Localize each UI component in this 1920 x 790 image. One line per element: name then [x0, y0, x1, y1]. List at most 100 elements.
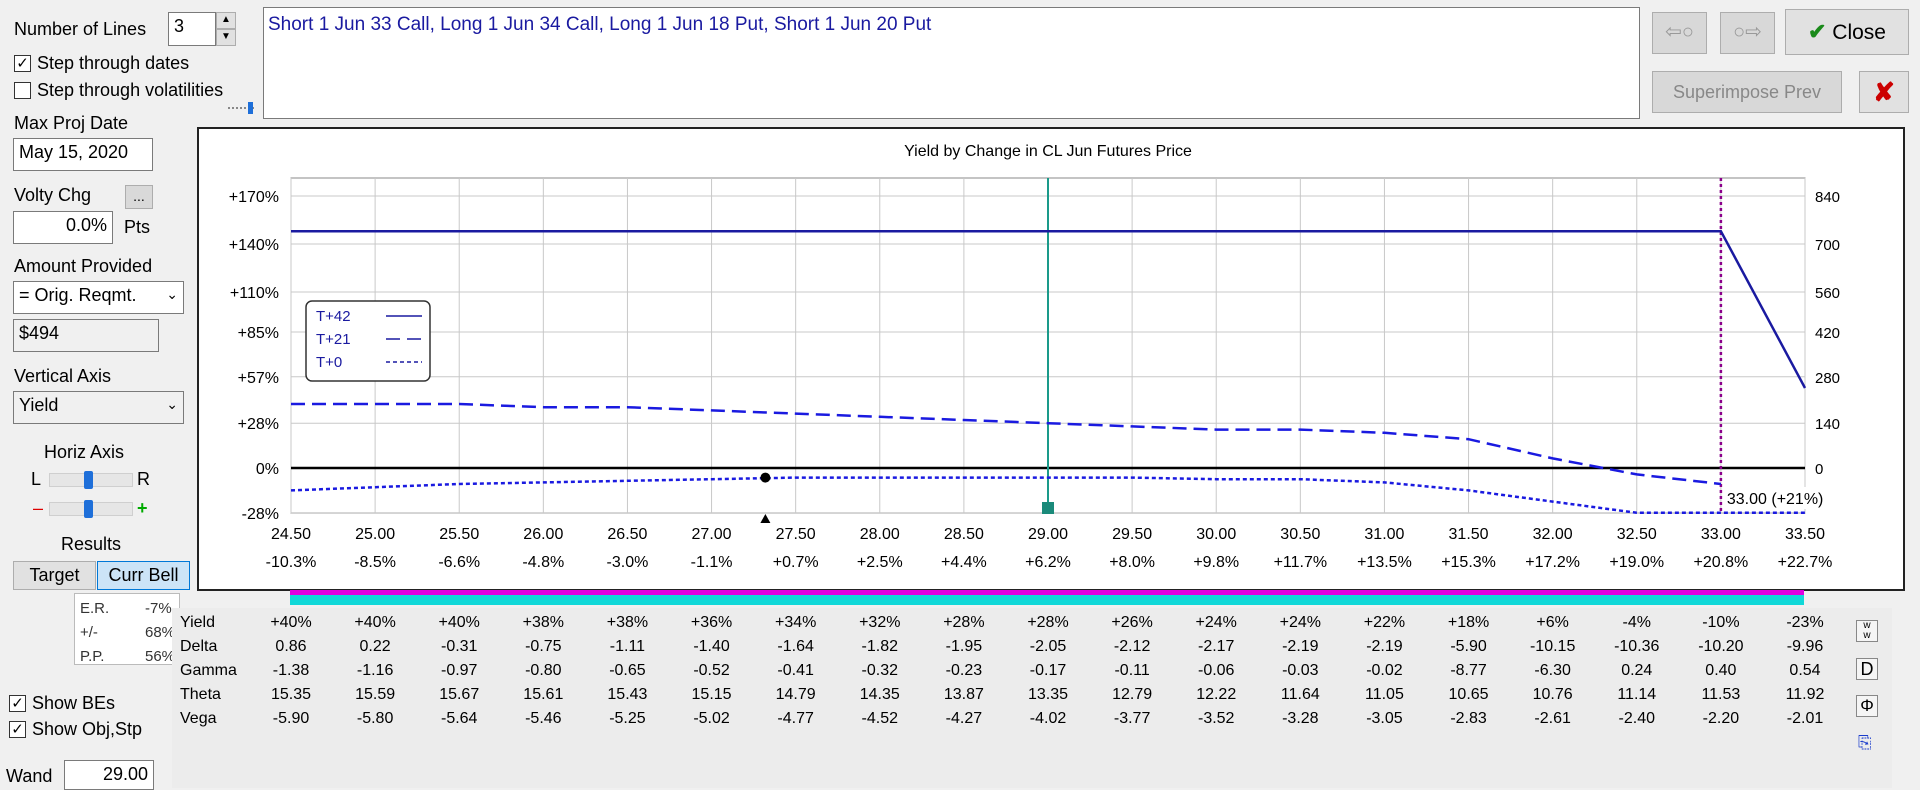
volty-chg-input[interactable]: 0.0% — [13, 211, 113, 244]
step-vols-checkbox[interactable] — [14, 82, 31, 99]
x-tick-label: 28.00 — [860, 526, 900, 543]
close-label: Close — [1832, 21, 1886, 44]
next-arrow-icon[interactable]: ○⇨ — [1720, 12, 1775, 54]
breakeven-marker — [760, 472, 771, 483]
legend-label: T+42 — [316, 308, 351, 325]
show-obj-checkbox[interactable]: ✓ — [9, 721, 26, 738]
x-tick-label: 31.50 — [1449, 526, 1489, 543]
greeks-cell: -2.40 — [1618, 710, 1655, 727]
small-slider-thumb[interactable] — [248, 102, 253, 114]
vertical-axis-select[interactable]: Yield ⌄ — [13, 391, 184, 424]
spin-up-icon[interactable]: ▲ — [216, 12, 236, 29]
wand-input[interactable]: 29.00 — [64, 760, 154, 790]
strategy-description[interactable]: Short 1 Jun 33 Call, Long 1 Jun 34 Call,… — [263, 7, 1640, 119]
x-tick-label: 30.50 — [1280, 526, 1320, 543]
x-pct-label: +20.8% — [1694, 554, 1749, 571]
small-slider[interactable] — [228, 103, 254, 109]
greeks-cell: 10.65 — [1448, 686, 1489, 703]
x-tick-label: 26.00 — [523, 526, 563, 543]
y-tick-label: +140% — [229, 237, 279, 254]
series-line-T42 — [291, 229, 1807, 389]
wand-label: Wand — [6, 766, 53, 786]
greeks-row-label: Vega — [180, 710, 217, 727]
prev-arrow-icon[interactable]: ⇦○ — [1652, 12, 1707, 54]
zoom-minus-icon[interactable]: – — [33, 498, 44, 518]
greeks-cell: -0.97 — [440, 662, 478, 679]
greeks-cell: -10.36 — [1614, 638, 1660, 655]
greeks-cell: -1.95 — [945, 638, 983, 655]
greeks-cell: -1.11 — [609, 638, 646, 655]
greeks-cell: +24% — [1195, 614, 1237, 631]
series-line-T0 — [290, 476, 1805, 515]
greeks-cell: -0.03 — [1282, 662, 1319, 679]
export-icon[interactable]: ⎘ — [1858, 733, 1872, 752]
greeks-cell: 0.86 — [275, 638, 307, 655]
amount-provided-select[interactable]: = Orig. Reqmt. ⌄ — [13, 281, 184, 314]
max-proj-date-input[interactable]: May 15, 2020 — [13, 138, 153, 171]
target-button[interactable]: Target — [13, 561, 96, 590]
spin-down-icon[interactable]: ▼ — [216, 29, 236, 46]
curr-bell-button[interactable]: Curr Bell — [97, 561, 190, 590]
cancel-x-icon[interactable]: ✘ — [1859, 71, 1909, 113]
greeks-cell: 11.92 — [1785, 686, 1825, 703]
x-pct-label: +4.4% — [941, 554, 987, 571]
horiz-axis-slider-thumb[interactable] — [84, 471, 93, 489]
phi-icon[interactable]: Φ — [1856, 695, 1878, 717]
greeks-cell: -2.61 — [1534, 710, 1571, 727]
greeks-cell: +26% — [1111, 614, 1153, 631]
y2-tick-label: 560 — [1815, 285, 1840, 302]
vertical-axis-label: Vertical Axis — [14, 366, 112, 386]
greeks-cell: -1.40 — [693, 638, 730, 655]
greeks-cell: -0.32 — [861, 662, 898, 679]
x-tick-label: 33.50 — [1785, 526, 1825, 543]
chart-panel: Yield by Change in CL Jun Futures Price 2… — [197, 127, 1905, 591]
greeks-cell: -0.02 — [1366, 662, 1403, 679]
greeks-cell: 10.76 — [1532, 686, 1573, 703]
d-icon[interactable]: D — [1856, 658, 1878, 680]
er-label: E.R. — [80, 600, 110, 617]
current-price-marker — [760, 514, 771, 523]
greeks-cell: +6% — [1536, 614, 1569, 631]
close-button[interactable]: ✔ Close — [1785, 9, 1909, 55]
x-pct-label: -8.5% — [354, 554, 396, 571]
x-tick-label: 24.50 — [271, 526, 311, 543]
superimpose-prev-button[interactable]: Superimpose Prev — [1652, 71, 1842, 113]
greeks-cell: -2.12 — [1113, 638, 1151, 655]
volty-options-button[interactable]: ... — [125, 185, 153, 209]
x-pct-label: +0.7% — [773, 554, 819, 571]
er-value: -7% — [145, 600, 172, 617]
y-tick-label: +85% — [238, 325, 279, 342]
greeks-cell: -0.31 — [440, 638, 478, 655]
results-box: E.R. -7% +/- 68% P.P. 56% — [74, 593, 180, 665]
checkmark-icon: ✔ — [1808, 19, 1827, 44]
greeks-cell: -0.23 — [945, 662, 983, 679]
show-bes-checkbox[interactable]: ✓ — [9, 695, 26, 712]
greeks-cell: -5.80 — [356, 710, 394, 727]
greeks-cell: 13.35 — [1027, 686, 1069, 703]
greeks-cell: -8.77 — [1450, 662, 1487, 679]
greeks-cell: -4.77 — [777, 710, 814, 727]
greeks-row-label: Yield — [180, 614, 215, 631]
volty-unit: Pts — [124, 217, 151, 237]
x-tick-label: 30.00 — [1196, 526, 1236, 543]
bell-bar-magenta — [290, 590, 1804, 595]
zoom-slider-thumb[interactable] — [84, 500, 93, 518]
legend-box — [305, 300, 431, 382]
zoom-plus-icon[interactable]: + — [137, 498, 148, 518]
greeks-cell: 0.54 — [1789, 662, 1821, 679]
greeks-cell: -1.82 — [861, 638, 898, 655]
greeks-cell: -4.02 — [1029, 710, 1067, 727]
greeks-cell: +24% — [1279, 614, 1322, 631]
step-dates-checkbox[interactable]: ✓ — [14, 55, 31, 72]
x-tick-label: 31.00 — [1364, 526, 1404, 543]
x-pct-label: -1.1% — [691, 554, 733, 571]
num-lines-input[interactable]: 3 — [168, 12, 216, 46]
greeks-cell: -6.30 — [1534, 662, 1571, 679]
x-pct-label: +15.3% — [1441, 554, 1496, 571]
yield-chart[interactable]: Yield by Change in CL Jun Futures Price 2… — [199, 129, 1903, 589]
wand-marker — [1042, 502, 1054, 514]
x-pct-label: +6.2% — [1025, 554, 1071, 571]
y-tick-label: 0% — [256, 461, 279, 478]
x-pct-label: +13.5% — [1357, 554, 1412, 571]
